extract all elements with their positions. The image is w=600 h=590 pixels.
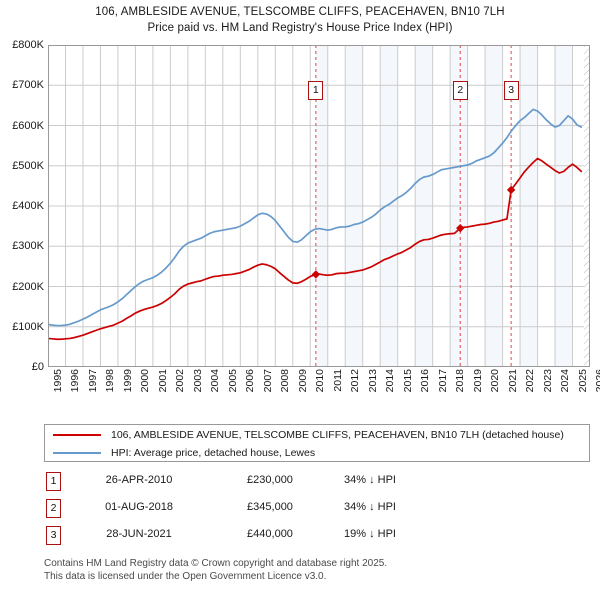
chart-legend: 106, AMBLESIDE AVENUE, TELSCOMBE CLIFFS,… [44,424,590,462]
title-line-1: 106, AMBLESIDE AVENUE, TELSCOMBE CLIFFS,… [95,6,505,18]
y-axis-tick-label: £300K [12,240,44,253]
x-axis-tick-label: 2015 [401,369,414,393]
x-axis-tick-label: 2002 [174,369,187,393]
legend-label-price-paid: 106, AMBLESIDE AVENUE, TELSCOMBE CLIFFS,… [111,428,564,441]
y-axis-tick-label: £400K [12,200,44,212]
x-axis-tick-label: 1998 [104,369,117,393]
x-axis-tick-label: 2022 [524,369,537,393]
footer-line-1: Contains HM Land Registry data © Crown c… [44,558,388,569]
chart-marker-flag: 3 [503,81,519,100]
y-axis-tick-label: £200K [12,280,44,293]
x-axis-tick-label: 2007 [261,369,274,393]
title-line-2: Price paid vs. HM Land Registry's House … [147,22,453,34]
transaction-date: 26-APR-2010 [105,474,173,486]
footer-line-2: This data is licensed under the Open Gov… [44,570,327,582]
y-axis-tick-label: £100K [12,320,44,333]
transaction-date: 28-JUN-2021 [106,528,172,540]
x-axis-tick-label: 2012 [349,369,362,393]
x-axis-tick-label: 2004 [209,369,222,393]
transaction-hpi-delta: 34% ↓ HPI [344,474,396,486]
transaction-date: 01-AUG-2018 [105,501,173,513]
y-axis-tick-label: £500K [12,159,44,172]
row-number-badge: 3 [46,526,61,545]
transaction-hpi-delta: 19% ↓ HPI [344,528,396,540]
x-axis-tick-label: 1995 [52,369,64,393]
x-axis-tick-label: 2008 [279,369,292,393]
x-axis-tick-label: 1996 [69,369,82,393]
x-axis-tick-label: 1999 [121,369,134,393]
x-axis-tick-label: 2009 [296,369,309,393]
x-axis-tick-label: 2021 [506,369,519,393]
chart-marker-flag: 1 [308,81,324,100]
transaction-hpi-delta: 34% ↓ HPI [344,501,396,513]
transactions-table: 1 26-APR-2010 £230,000 34% ↓ HPI 2 01-AU… [44,470,590,551]
x-axis-tick-label: 2003 [191,369,204,393]
y-axis-tick-label: £800K [12,39,44,51]
table-row: 2 01-AUG-2018 £345,000 34% ↓ HPI [44,497,590,524]
table-row: 1 26-APR-2010 £230,000 34% ↓ HPI [44,470,590,497]
attribution-footer: Contains HM Land Registry data © Crown c… [44,558,590,583]
plot-area [48,45,590,367]
x-axis-tick-label: 2026 [594,369,600,393]
y-axis-labels: £0 £100K £200K £300K £400K £500K £600K £700K £80… [0,39,46,373]
row-number-badge: 1 [46,472,61,491]
legend-swatch-price-paid [53,433,101,436]
legend-label-hpi: HPI: Average price, detached house, Lewe… [111,446,316,459]
price-history-chart [48,45,590,367]
x-axis-tick-label: 2000 [139,369,152,393]
x-axis-tick-label: 2018 [454,369,467,393]
legend-item-hpi: HPI: Average price, detached house, Lewe… [45,443,589,462]
x-axis-tick-label: 2017 [436,369,449,393]
legend-item-price-paid: 106, AMBLESIDE AVENUE, TELSCOMBE CLIFFS,… [45,425,589,444]
x-axis-tick-label: 2013 [366,369,379,393]
x-axis-tick-label: 2005 [226,369,239,393]
x-axis-tick-label: 2016 [419,369,432,393]
x-axis-tick-label: 2010 [314,369,327,393]
table-row: 3 28-JUN-2021 £440,000 19% ↓ HPI [44,524,590,551]
transaction-price: £230,000 [247,474,293,486]
x-axis-tick-label: 2023 [541,369,554,393]
x-axis-tick-label: 1997 [86,369,99,393]
x-axis-tick-label: 2011 [331,369,344,392]
transaction-price: £440,000 [247,528,293,540]
x-axis-labels: 1995 1996 1997 1998 1999 2000 2001 2002 2003 2004… [48,369,600,415]
page-title: 106, AMBLESIDE AVENUE, TELSCOMBE CLIFFS,… [0,4,600,36]
transaction-price: £345,000 [247,501,293,513]
legend-swatch-hpi [53,451,101,454]
y-axis-tick-label: £0 [31,361,44,373]
y-axis-tick-label: £700K [12,79,44,92]
x-axis-tick-label: 2014 [384,369,397,393]
x-axis-tick-label: 2025 [576,369,589,393]
y-axis-tick-label: £600K [12,119,44,132]
x-axis-tick-label: 2020 [489,369,502,393]
row-number-badge: 2 [46,499,61,518]
x-axis-tick-label: 2006 [244,369,257,393]
x-axis-tick-label: 2019 [471,369,484,393]
chart-marker-flag: 2 [452,81,468,100]
x-axis-tick-label: 2001 [156,369,169,393]
x-axis-tick-label: 2024 [559,369,572,393]
